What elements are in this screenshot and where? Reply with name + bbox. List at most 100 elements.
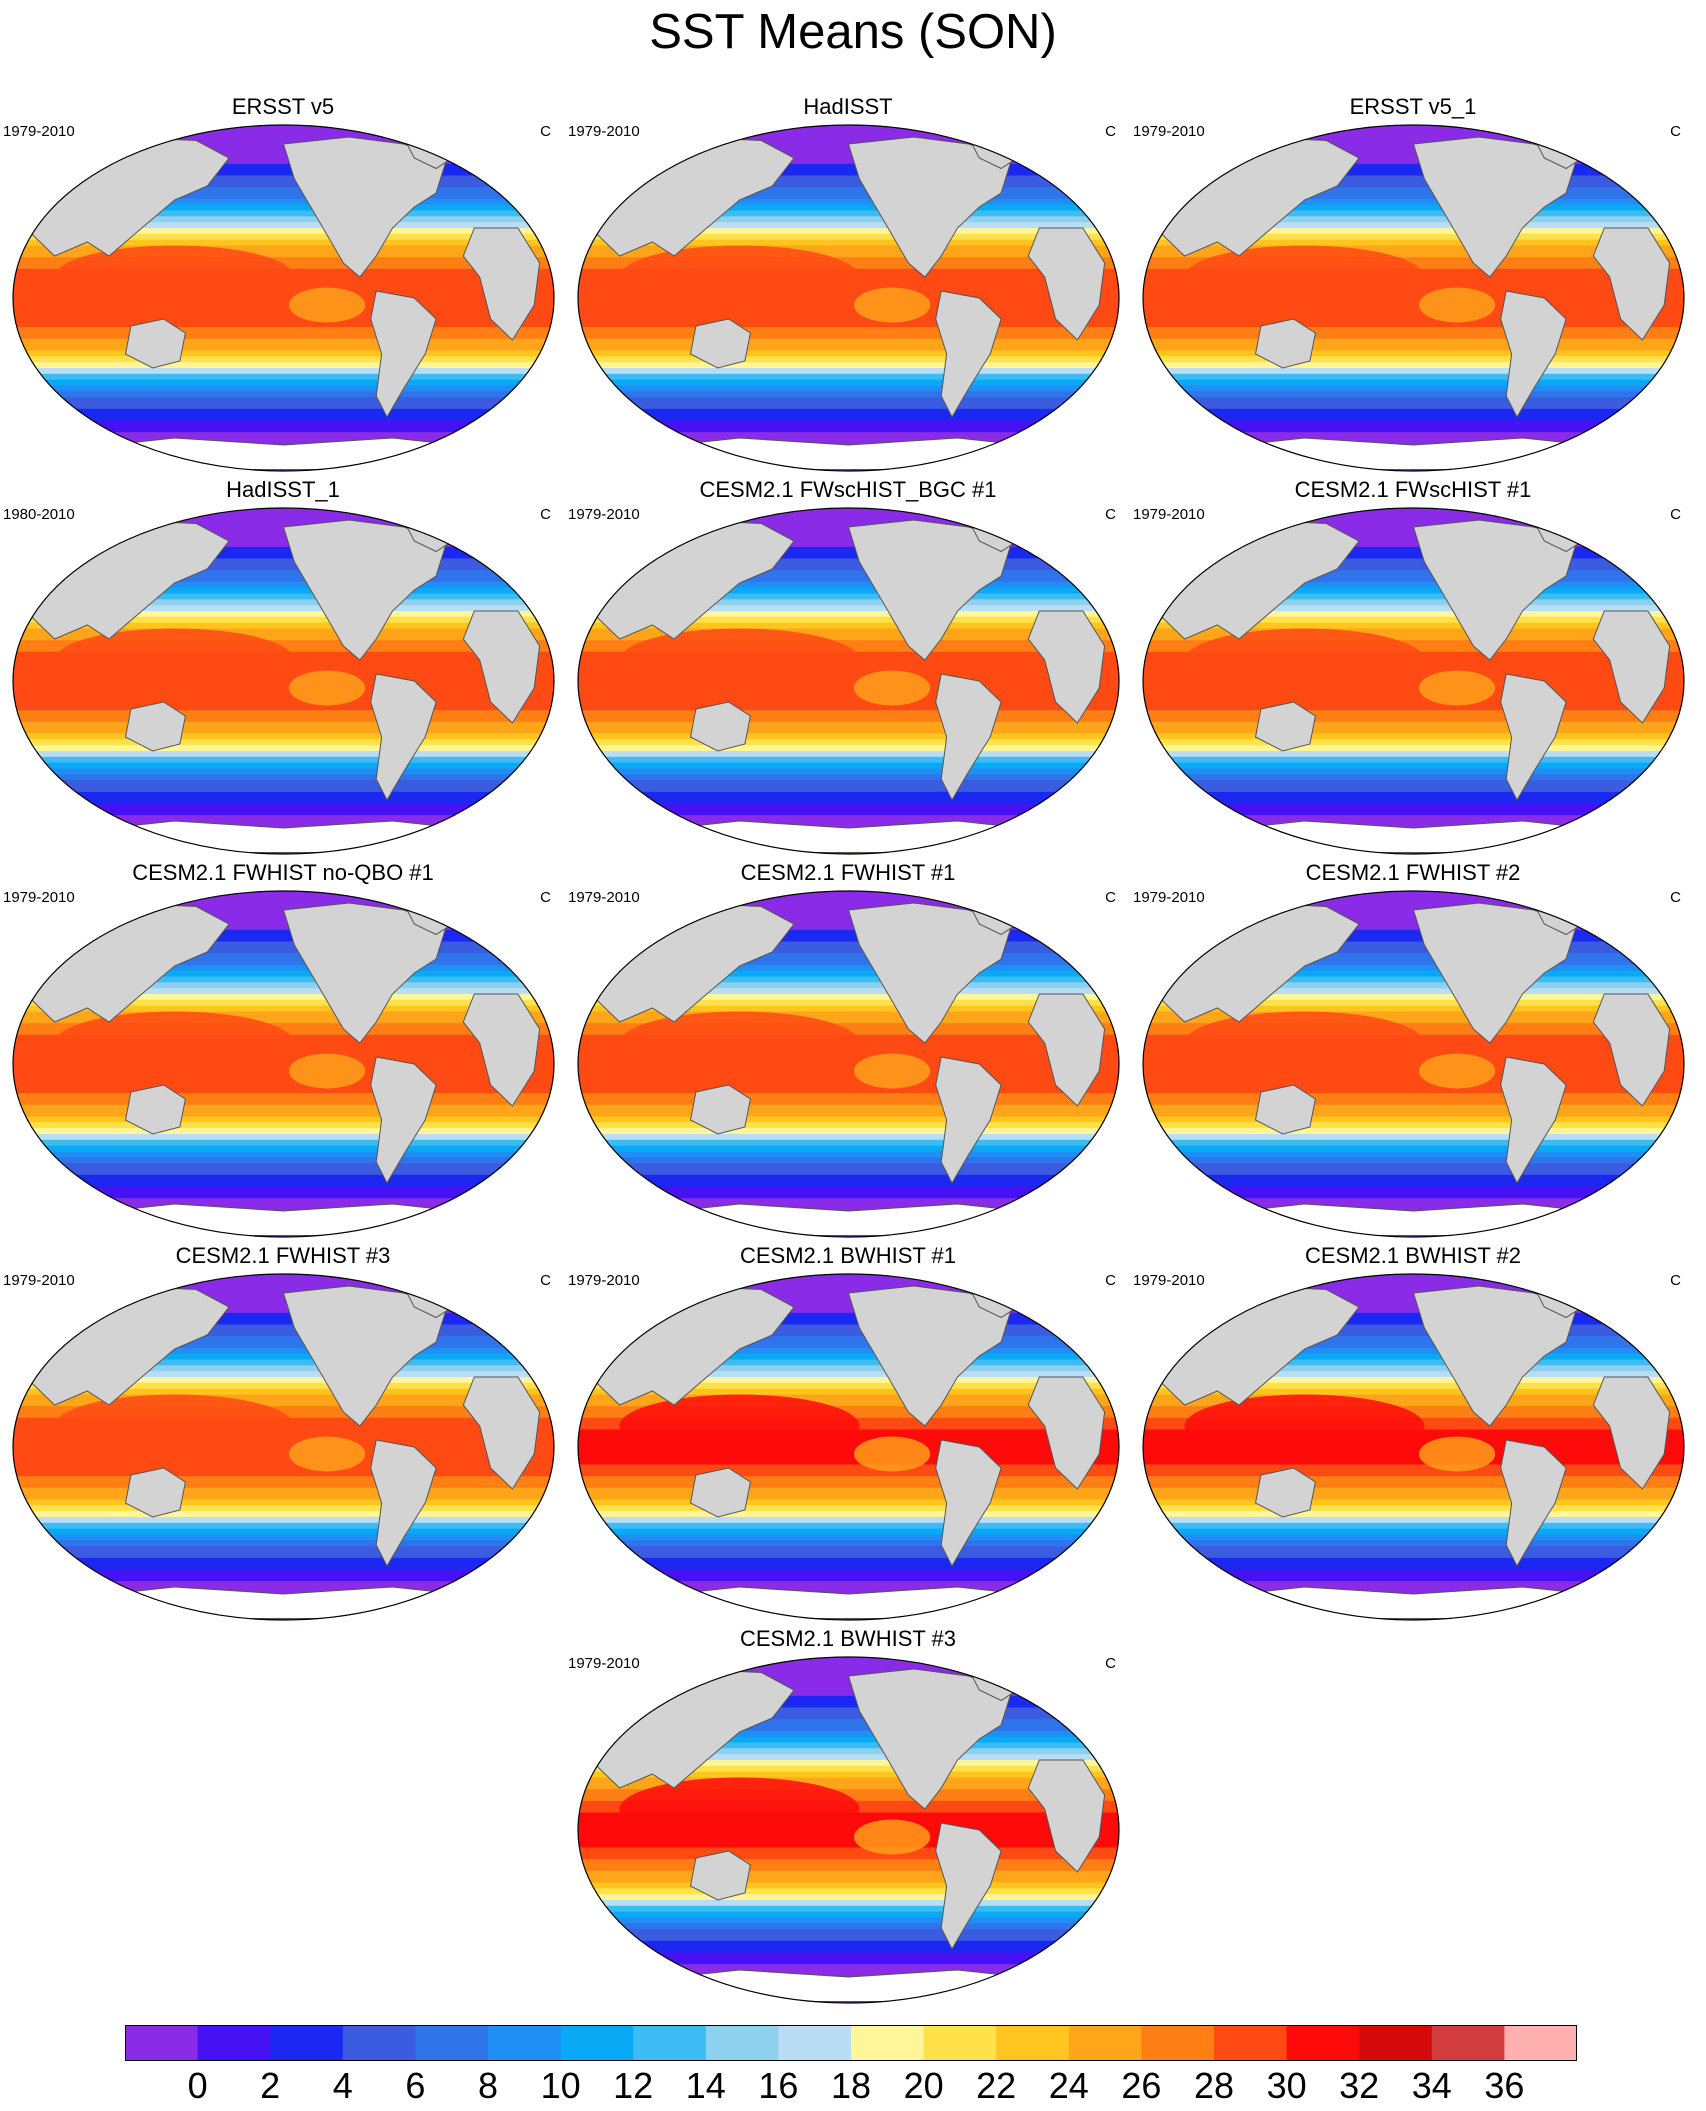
africa-landmass (1592, 1376, 1671, 1490)
sst-band (13, 163, 554, 171)
sst-band (13, 745, 554, 752)
south-america-landmass (935, 1439, 1002, 1568)
sst-band (578, 616, 1119, 624)
sst-band (13, 1464, 554, 1472)
sst-band (13, 1204, 554, 1211)
cold-tongue (1418, 287, 1496, 323)
sst-band (578, 1347, 1119, 1355)
south-america-landmass (1500, 290, 1567, 419)
sst-band (578, 894, 1119, 902)
sst-band (578, 1760, 1119, 1767)
colorbar-swatch (342, 2025, 416, 2061)
sst-band (1143, 815, 1684, 822)
panel-unit: C (540, 1272, 551, 1289)
africa-landmass (1592, 993, 1671, 1107)
sst-band (13, 1116, 554, 1124)
sst-band (578, 1765, 1119, 1773)
sst-band (13, 397, 554, 404)
africa-landmass (462, 227, 541, 341)
africa-landmass (1027, 227, 1106, 341)
map-outline (577, 124, 1120, 472)
sst-band (578, 780, 1119, 787)
sst-band (578, 581, 1119, 589)
sst-band (13, 640, 554, 647)
sst-band (578, 1151, 1119, 1159)
map-outline (12, 1273, 555, 1621)
sst-band (13, 1365, 554, 1373)
colorbar-swatch (1359, 2025, 1433, 2061)
sst-band (13, 216, 554, 224)
sst-band (578, 1517, 1119, 1524)
sst-band (578, 622, 1119, 630)
sst-band (578, 994, 1119, 1001)
colorbar (125, 2025, 1578, 2061)
panel-period: 1979-2010 (1133, 889, 1205, 906)
panel-period: 1979-2010 (568, 889, 640, 906)
sst-band (13, 605, 554, 612)
sst-band (578, 1557, 1119, 1565)
panel-period: 1979-2010 (3, 123, 75, 140)
sst-band (1143, 774, 1684, 782)
sst-band (1143, 681, 1684, 688)
africa-landmass (462, 1376, 541, 1490)
africa-landmass (1027, 1759, 1106, 1873)
sst-band (1143, 1499, 1684, 1507)
colorbar-tick-label: 18 (830, 2065, 872, 2106)
sst-band (1143, 756, 1684, 764)
sst-band (13, 1353, 554, 1361)
sst-band (578, 605, 1119, 612)
sst-band (1143, 1342, 1684, 1349)
sst-band (578, 210, 1119, 218)
sst-band (13, 1552, 554, 1559)
australia-landmass (124, 701, 186, 752)
sst-band (578, 1940, 1119, 1948)
sst-band (13, 438, 554, 445)
panel-title: ERSST v5 (231, 94, 335, 119)
sst-band (1143, 163, 1684, 171)
sst-band (13, 1511, 554, 1518)
warm-pool (54, 628, 295, 692)
africa-landmass (1027, 993, 1106, 1107)
sst-band (13, 1371, 554, 1378)
map-panel: ERSST v5 1979-2010 C (3, 95, 563, 475)
panel-period: 1979-2010 (568, 506, 640, 523)
sst-band (578, 593, 1119, 601)
sst-band (1143, 1493, 1684, 1501)
sst-band (13, 999, 554, 1007)
sst-band (13, 739, 554, 747)
sst-band (578, 1377, 1119, 1384)
sst-band (1143, 1587, 1684, 1594)
sst-band (1143, 1151, 1684, 1159)
sst-band (1143, 298, 1684, 305)
sst-band (578, 1777, 1119, 1785)
sst-band (13, 517, 554, 525)
sst-band (578, 432, 1119, 439)
sst-band (578, 1522, 1119, 1530)
sst-band (13, 379, 554, 387)
sst-band (13, 1563, 554, 1571)
panel-period: 1979-2010 (1133, 1272, 1205, 1289)
sst-band (1143, 146, 1684, 154)
sst-band (13, 181, 554, 189)
sst-band (13, 564, 554, 572)
colorbar-tick-label: 24 (1048, 2065, 1089, 2106)
sst-map (577, 1656, 1120, 2004)
sst-band (13, 315, 554, 323)
sst-band (13, 809, 554, 817)
sst-band (1143, 935, 1684, 943)
map-panel: CESM2.1 FWscHIST_BGC #1 1979-2010 C (568, 478, 1128, 858)
sst-band (1143, 1540, 1684, 1548)
sst-band (1143, 1157, 1684, 1165)
colorbar-swatch (415, 2025, 489, 2061)
sst-band (13, 251, 554, 259)
sst-band (578, 552, 1119, 560)
sst-band (578, 181, 1119, 189)
sst-band (578, 1917, 1119, 1925)
sst-band (1143, 622, 1684, 630)
sst-band (13, 1342, 554, 1349)
sst-band (578, 1719, 1119, 1726)
sst-band (13, 1157, 554, 1165)
sst-map (12, 1273, 555, 1621)
sst-band (13, 1139, 554, 1147)
sst-band (578, 1128, 1119, 1135)
